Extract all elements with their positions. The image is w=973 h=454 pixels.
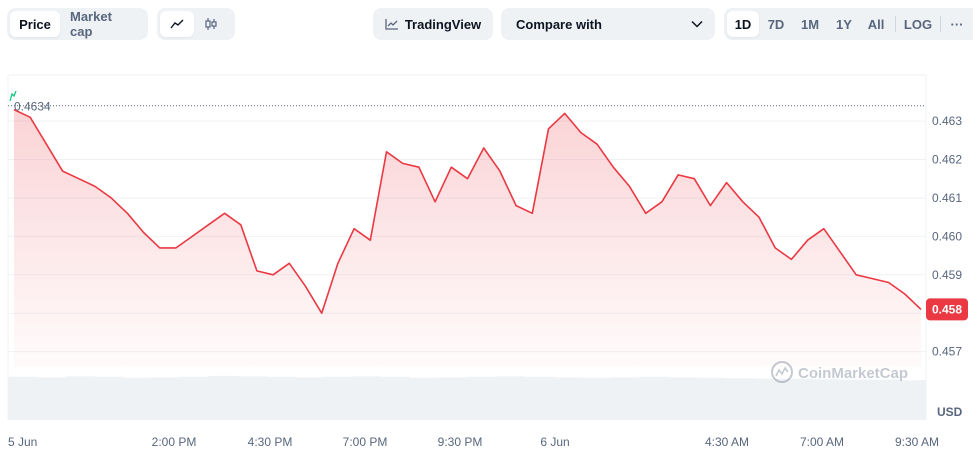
volume-bar [438, 377, 468, 420]
volume-bar [581, 377, 611, 420]
range-7d[interactable]: 7D [767, 16, 785, 32]
x-tick-label: 7:00 PM [343, 435, 388, 449]
y-tick-label: 0.463 [932, 114, 962, 128]
volume-bar [36, 377, 66, 420]
y-tick-label: 0.459 [932, 268, 962, 282]
x-tick-label: 2:00 PM [152, 435, 197, 449]
volume-bar [725, 378, 755, 420]
volume-bar [667, 377, 697, 420]
volume-bar [237, 376, 267, 420]
x-tick-label: 4:30 PM [248, 435, 293, 449]
volume-bar [696, 377, 726, 420]
x-tick-label: 9:30 PM [438, 435, 483, 449]
y-tick-label: 0.460 [932, 229, 962, 243]
unit-label: USD [937, 405, 963, 419]
chart-type-toggle [157, 8, 235, 40]
range-1y[interactable]: 1Y [836, 16, 852, 32]
range-toggle: 1D 7D 1M 1Y All LOG ··· [724, 8, 973, 40]
y-tick-label: 0.462 [932, 153, 962, 167]
volume-bar [495, 376, 525, 420]
volume-bar [8, 376, 38, 420]
current-price-badge [926, 298, 968, 321]
volume-bar [380, 376, 411, 420]
coinmarketcap-watermark: CoinMarketCap [771, 361, 908, 383]
volume-bar [151, 377, 181, 420]
start-marker-icon [9, 90, 17, 102]
compare-placeholder: Compare with [516, 16, 602, 32]
price-marketcap-toggle: Price Market cap [7, 8, 148, 40]
volume-bar [208, 375, 238, 420]
volume-bar [610, 377, 640, 420]
x-tick-label: 6 Jun [540, 435, 569, 449]
open-price-label: 0.4634 [14, 100, 51, 114]
compare-dropdown[interactable]: Compare with [501, 8, 715, 40]
volume-bar [294, 377, 325, 420]
volume-bar [180, 376, 210, 420]
range-all[interactable]: All [867, 16, 885, 32]
current-price-label: 0.458 [932, 302, 962, 316]
x-tick-label: 5 Jun [8, 435, 37, 449]
line-chart-button[interactable] [160, 11, 194, 37]
x-tick-label: 4:30 AM [705, 435, 749, 449]
volume-bar [323, 376, 353, 420]
price-area-fill [14, 109, 921, 367]
coinmarketcap-logo-icon [771, 361, 793, 383]
volume-bar [811, 379, 841, 420]
range-divider-2 [940, 16, 941, 32]
volume-bar [409, 377, 439, 420]
chevron-down-icon [691, 20, 703, 28]
tradingview-button[interactable]: TradingView [373, 8, 493, 40]
volume-bar [467, 376, 497, 420]
volume-bar [122, 377, 152, 420]
volume-bar [65, 376, 95, 420]
price-line [13, 108, 922, 314]
volume-bar [266, 376, 296, 420]
log-scale-button[interactable]: LOG [903, 16, 933, 32]
range-1m[interactable]: 1M [800, 16, 820, 32]
volume-bar [782, 378, 812, 420]
volume-bar [868, 379, 898, 420]
range-1d[interactable]: 1D [727, 11, 759, 37]
volume-bar [524, 376, 554, 420]
price-tab[interactable]: Price [10, 11, 60, 37]
marketcap-tab[interactable]: Market cap [70, 9, 112, 39]
volume-bar [753, 378, 784, 420]
volume-bar [94, 376, 124, 420]
x-tick-label: 9:30 AM [895, 435, 939, 449]
volume-bar [839, 379, 870, 420]
y-tick-label: 0.457 [932, 345, 962, 359]
coinmarketcap-logo-mark [775, 366, 789, 377]
range-divider [895, 16, 896, 32]
candlestick-icon [205, 18, 217, 30]
volume-bar [352, 376, 382, 420]
candlestick-chart-button[interactable] [194, 11, 228, 37]
volume-bar [897, 380, 927, 420]
tradingview-label: TradingView [404, 16, 482, 32]
more-options-button[interactable]: ··· [950, 16, 964, 32]
line-chart-icon [170, 19, 184, 29]
volume-bar [553, 377, 583, 420]
volume-bar [639, 376, 669, 420]
trading-chart-icon [385, 19, 398, 30]
x-tick-label: 7:00 AM [800, 435, 844, 449]
watermark-text: CoinMarketCap [798, 365, 908, 382]
y-tick-label: 0.461 [932, 191, 962, 205]
